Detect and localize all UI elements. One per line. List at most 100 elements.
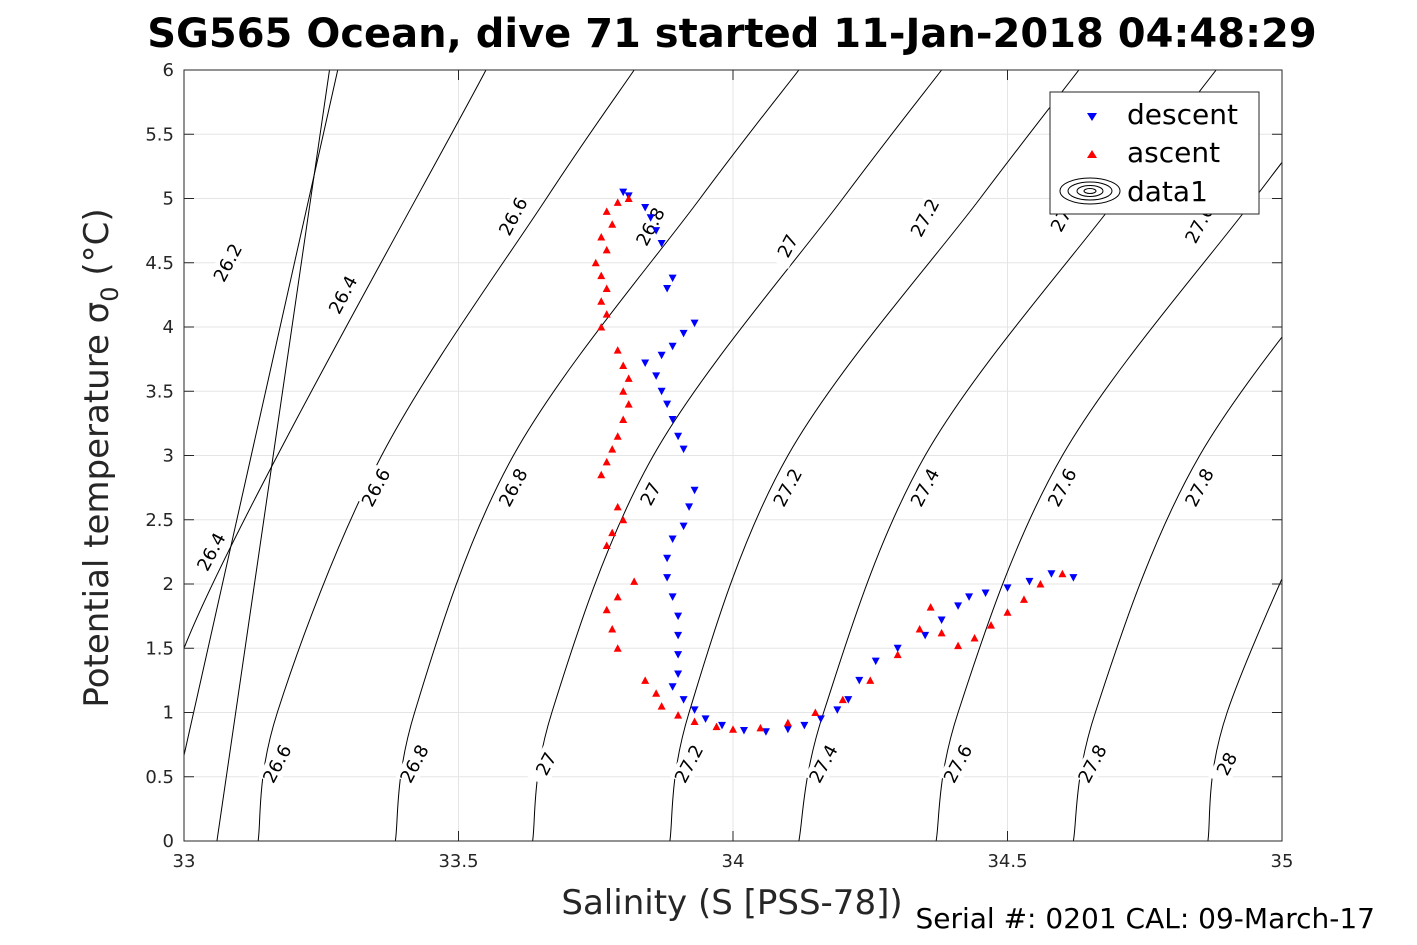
y-axis-ticks: 0 0.5 1 1.5 2 2.5 3 3.5 4 4.5 5 5.5 6 xyxy=(145,60,1282,852)
ascent-point xyxy=(630,577,639,585)
ascent-point xyxy=(597,470,606,479)
descent-point xyxy=(893,644,902,653)
descent-point xyxy=(663,574,672,582)
descent-point xyxy=(674,651,683,659)
contour-label-bg xyxy=(631,203,670,250)
descent-point xyxy=(679,329,688,338)
legend-box xyxy=(1049,91,1260,215)
ascent-point xyxy=(591,258,600,267)
y-axis-label-unit: (°C) xyxy=(77,208,117,286)
contour-label-bg xyxy=(1180,464,1219,511)
legend-descent-label: descent xyxy=(1127,98,1238,131)
descent-point xyxy=(739,726,748,735)
grid xyxy=(183,69,1283,842)
y-tick-label: 1 xyxy=(163,703,174,724)
contour-label-bg xyxy=(906,464,945,511)
x-tick-label: 34.5 xyxy=(987,851,1027,872)
contour-label-bg xyxy=(494,464,533,511)
ascent-point xyxy=(602,457,611,466)
ascent-point xyxy=(641,676,650,684)
y-tick-label: 6 xyxy=(163,60,174,81)
contour-label-bg xyxy=(494,193,533,240)
descent-series xyxy=(619,188,1078,736)
y-tick-label: 3.5 xyxy=(145,381,174,402)
ascent-point xyxy=(926,603,935,611)
ascent-point xyxy=(619,387,628,395)
legend-ascent-label: ascent xyxy=(1127,136,1220,169)
contour-label-bg xyxy=(768,464,808,511)
legend-ascent-marker xyxy=(1087,150,1097,158)
descent-point xyxy=(1069,574,1078,582)
descent-point xyxy=(674,670,683,678)
ascent-point xyxy=(652,689,661,697)
ascent-point xyxy=(613,592,622,601)
descent-point xyxy=(954,602,963,610)
descent-point xyxy=(937,616,946,624)
ascent-point xyxy=(613,198,622,206)
ascent-point xyxy=(597,233,606,241)
contour-label-bg xyxy=(324,272,363,318)
ascent-point xyxy=(613,644,622,652)
ascent-point xyxy=(602,207,611,215)
y-tick-label: 2.5 xyxy=(145,510,174,531)
y-axis-label-main: Potential temperature σ xyxy=(77,302,117,708)
ascent-point xyxy=(619,515,628,524)
ascent-point xyxy=(602,284,611,292)
ascent-point xyxy=(657,702,666,710)
descent-point xyxy=(690,706,699,714)
x-tick-label: 34 xyxy=(722,851,745,872)
descent-point xyxy=(690,319,699,328)
ascent-point xyxy=(602,245,611,254)
ascent-point xyxy=(1058,569,1067,578)
contour-line-27-2 xyxy=(669,70,1080,841)
ascent-point xyxy=(970,633,979,642)
ascent-point xyxy=(597,323,606,331)
descent-point xyxy=(663,284,672,293)
descent-point xyxy=(718,721,727,730)
ascent-point xyxy=(712,722,721,731)
descent-point xyxy=(668,274,677,283)
ascent-point xyxy=(608,220,617,228)
contour-label-bg xyxy=(1073,741,1112,787)
descent-point xyxy=(641,359,650,367)
contour-line-26-8 xyxy=(394,70,800,841)
contour-label-bg xyxy=(938,741,978,787)
legend-data1-label: data1 xyxy=(1127,175,1208,208)
contour-label-bg xyxy=(768,223,808,269)
contour-label-bg xyxy=(669,741,709,787)
ascent-point xyxy=(838,695,847,704)
ascent-point xyxy=(987,621,996,629)
descent-point xyxy=(871,657,880,666)
ascent-point xyxy=(954,641,963,650)
descent-point xyxy=(679,696,688,704)
descent-point xyxy=(668,416,677,424)
descent-point xyxy=(685,503,694,511)
y-tick-label: 0 xyxy=(163,831,174,852)
ascent-point xyxy=(915,624,924,633)
descent-point xyxy=(679,522,688,531)
contour-label-bg xyxy=(527,741,566,787)
ascent-point xyxy=(597,297,606,305)
descent-point xyxy=(855,676,864,685)
descent-point xyxy=(674,631,683,640)
ascent-point xyxy=(624,194,633,202)
ascent-point xyxy=(613,346,622,354)
contour-label-bg xyxy=(357,464,396,511)
x-axis-ticks: 33 33.5 34 34.5 35 xyxy=(173,70,1294,872)
y-tick-label: 5.5 xyxy=(145,124,174,145)
ascent-point xyxy=(619,361,628,370)
descent-point xyxy=(1003,584,1012,592)
x-tick-label: 33 xyxy=(173,851,196,872)
y-tick-label: 4.5 xyxy=(145,253,174,274)
descent-point xyxy=(641,203,650,212)
descent-point xyxy=(657,239,666,248)
ascent-point xyxy=(602,541,611,549)
y-tick-label: 5 xyxy=(163,189,174,210)
ascent-point xyxy=(1019,595,1028,603)
ascent-point xyxy=(690,717,699,725)
descent-point xyxy=(690,486,699,495)
x-tick-label: 35 xyxy=(1271,851,1294,872)
ascent-point xyxy=(674,711,683,719)
chart-title: SG565 Ocean, dive 71 started 11-Jan-2018… xyxy=(147,11,1316,57)
legend: descent ascent data1 xyxy=(1049,91,1260,215)
